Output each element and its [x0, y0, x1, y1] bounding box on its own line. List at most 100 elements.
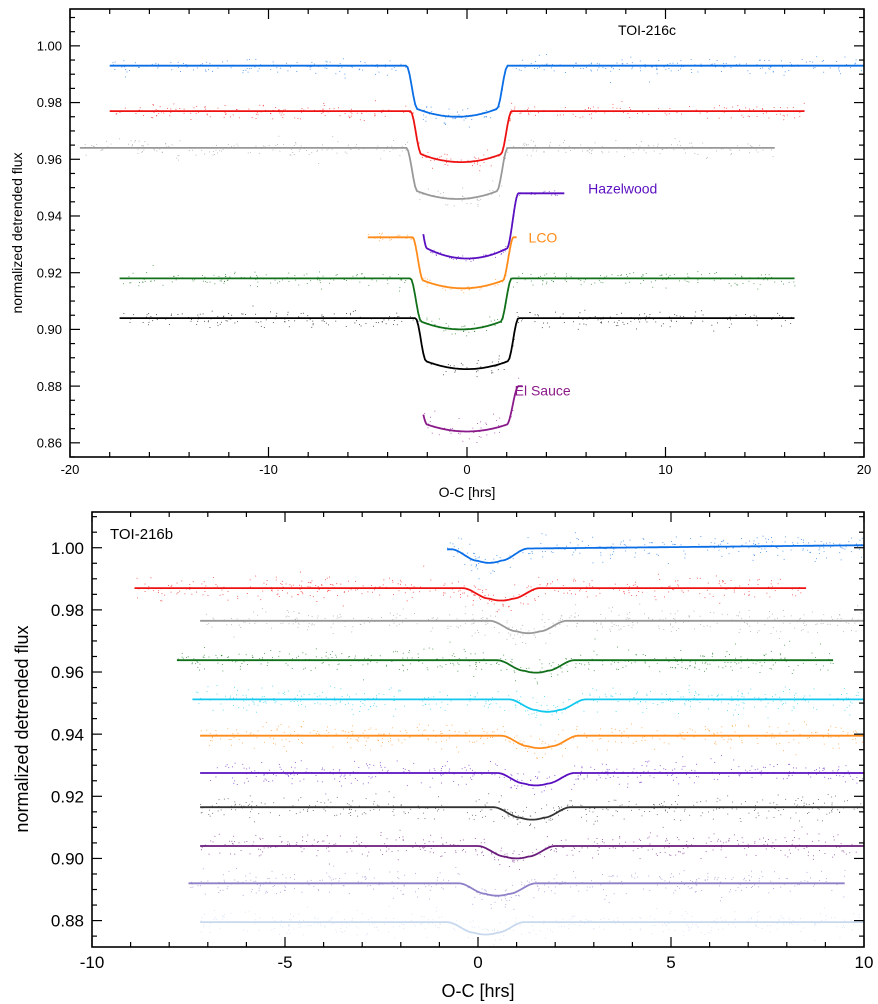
toi-216b-data-point	[654, 596, 656, 597]
toi-216c-data-point	[543, 69, 545, 71]
toi-216b-data-point	[624, 593, 625, 595]
toi-216c-data-point	[444, 164, 446, 165]
toi-216b-data-point	[379, 809, 380, 811]
toi-216b-data-point	[334, 778, 336, 780]
toi-216b-data-point	[547, 583, 548, 585]
toi-216b-data-point	[446, 761, 448, 763]
toi-216b-data-point	[748, 666, 750, 668]
toi-216b-data-point	[827, 733, 829, 735]
toi-216c-data-point	[751, 146, 753, 147]
toi-216b-data-point	[621, 804, 623, 806]
toi-216b-data-point	[792, 594, 793, 596]
toi-216b-data-point	[367, 591, 369, 593]
toi-216b-data-point	[649, 552, 650, 554]
toi-216b-data-point	[674, 618, 676, 620]
toi-216b-data-point	[303, 809, 304, 811]
toi-216b-data-point	[536, 711, 538, 713]
toi-216c-data-point	[444, 427, 446, 429]
toi-216b-data-point	[313, 730, 315, 731]
toi-216b-data-point	[281, 584, 283, 585]
toi-216c-data-point	[433, 249, 435, 251]
toi-216c-data-point	[338, 107, 339, 109]
toi-216b-data-point	[711, 656, 713, 658]
toi-216c-data-point	[499, 195, 500, 197]
toi-216b-data-point	[277, 593, 279, 595]
toi-216c-data-point	[222, 149, 224, 150]
toi-216b-data-point	[643, 549, 645, 551]
toi-216b-data-point	[369, 749, 371, 751]
toi-216b-data-point	[428, 703, 430, 705]
toi-216b-data-point	[695, 692, 697, 694]
toi-216b-data-point	[754, 808, 756, 810]
toi-216b-data-point	[716, 732, 718, 734]
toi-216c-data-point	[651, 66, 653, 68]
toi-216b-data-point	[807, 631, 809, 633]
toi-216b-data-point	[712, 849, 714, 851]
toi-216b-data-point	[230, 853, 231, 855]
toi-216b-data-point	[670, 700, 671, 702]
toi-216c-data-point	[741, 114, 743, 116]
toi-216b-data-point	[363, 679, 364, 681]
toi-216b-data-point	[486, 802, 488, 804]
toi-216b-data-point	[613, 775, 614, 777]
toi-216b-data-point	[458, 784, 459, 786]
toi-216b-data-point	[406, 600, 408, 602]
toi-216b-data-point	[632, 771, 634, 773]
toi-216b-data-point	[251, 771, 252, 773]
toi-216c-data-point	[497, 284, 499, 286]
toi-216b-data-point	[430, 630, 432, 632]
toi-216b-data-point	[790, 852, 791, 854]
toi-216c-data-point	[377, 66, 379, 68]
toi-216b-data-point	[339, 776, 341, 778]
toi-216b-data-point	[589, 808, 591, 809]
toi-216c-data-point	[465, 118, 467, 119]
toi-216b-data-point	[402, 652, 404, 654]
toi-216c-data-point	[711, 63, 713, 65]
toi-216c-data-point	[681, 66, 683, 68]
toi-216c-data-point	[467, 286, 469, 287]
toi-216b-data-point	[511, 659, 513, 660]
toi-216b-data-point	[202, 656, 204, 658]
toi-216c-data-point	[600, 318, 602, 320]
toi-216b-data-point	[410, 663, 412, 665]
toi-216c-data-point	[786, 107, 788, 109]
toi-216b-data-point	[774, 590, 776, 592]
toi-216c-data-point	[242, 72, 244, 74]
toi-216c-data-point	[657, 143, 659, 145]
toi-216b-data-point	[571, 788, 573, 790]
toi-216b-data-point	[319, 695, 321, 697]
toi-216b-data-point	[525, 596, 527, 597]
toi-216b-data-point	[561, 810, 563, 812]
toi-216b-data-point	[356, 779, 358, 781]
toi-216b-data-point	[674, 801, 676, 802]
toi-216c-data-point	[485, 422, 487, 424]
toi-216b-data-point	[741, 742, 743, 743]
toi-216b-data-point	[566, 805, 568, 807]
toi-216b-data-point	[620, 693, 621, 695]
toi-216b-data-point	[606, 808, 608, 810]
toi-216b-data-point	[389, 624, 390, 626]
toi-216b-data-point	[824, 853, 826, 854]
toi-216b-data-point	[339, 701, 341, 703]
toi-216b-data-point	[594, 638, 596, 640]
toi-216b-data-point	[832, 704, 834, 706]
toi-216b-data-point	[725, 856, 727, 858]
toi-216b-data-point	[548, 663, 550, 665]
toi-216c-data-point	[312, 320, 314, 322]
toi-216b-data-point	[359, 623, 361, 625]
toi-216b-data-point	[628, 618, 629, 620]
toi-216b-data-point	[815, 732, 816, 733]
toi-216c-data-point	[444, 117, 446, 119]
toi-216b-data-point	[804, 700, 806, 702]
toi-216b-data-point	[198, 703, 200, 705]
toi-216b-data-point	[373, 764, 375, 766]
toi-216c-data-point	[196, 67, 198, 69]
toi-216c-data-point	[478, 436, 480, 437]
toi-216b-data-point	[672, 701, 674, 702]
toi-216c-data-point	[597, 69, 599, 71]
toi-216c-data-point	[325, 322, 327, 324]
toi-216c-data-point	[427, 278, 428, 280]
toi-216b-data-point	[636, 595, 637, 596]
toi-216b-data-point	[331, 651, 333, 653]
toi-216b-data-point	[429, 769, 431, 771]
